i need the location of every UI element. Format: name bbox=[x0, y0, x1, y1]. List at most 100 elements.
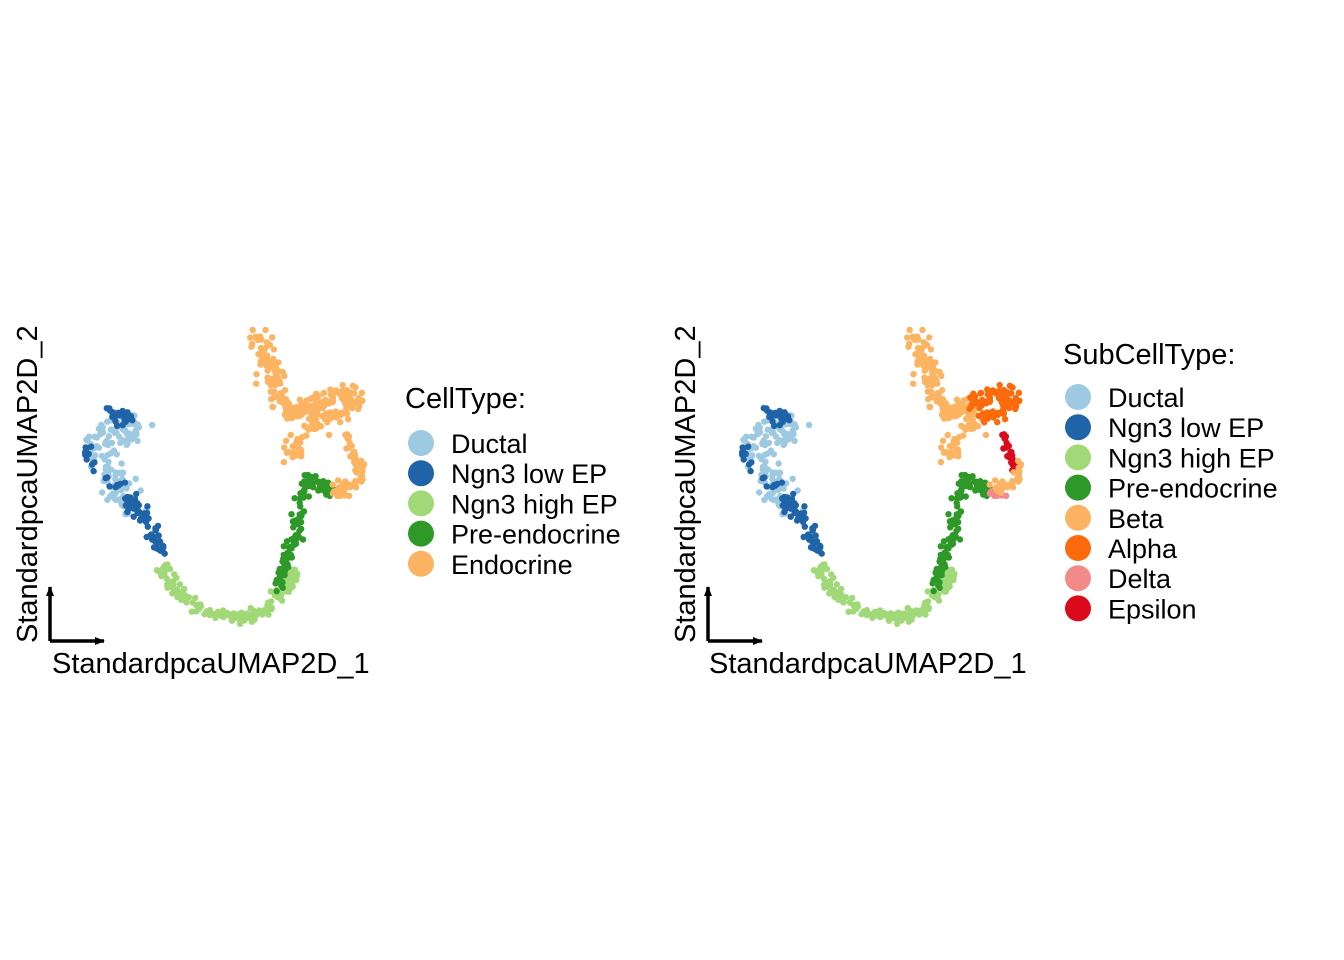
scatter-point bbox=[136, 508, 143, 516]
scatter-point bbox=[189, 599, 196, 606]
scatter-point bbox=[327, 391, 334, 398]
scatter-point bbox=[1016, 464, 1023, 471]
scatter-point bbox=[276, 565, 283, 573]
scatter-point bbox=[845, 608, 852, 615]
scatter-point bbox=[305, 493, 312, 500]
scatter-point bbox=[273, 587, 280, 595]
scatter-point bbox=[820, 575, 827, 582]
scatter-point bbox=[265, 363, 272, 370]
scatter-point bbox=[792, 424, 800, 431]
scatter-point bbox=[112, 489, 120, 497]
y-axis-label: StandardpcaUMAP2D_2 bbox=[670, 325, 702, 643]
scatter-point bbox=[823, 565, 831, 573]
scatter-point bbox=[910, 371, 917, 378]
scatter-point bbox=[206, 606, 213, 614]
scatter-point bbox=[90, 467, 97, 475]
scatter-point bbox=[982, 431, 990, 439]
scatter-point bbox=[276, 396, 283, 403]
scatter-point bbox=[759, 475, 766, 482]
scatter-point bbox=[275, 359, 282, 366]
scatter-point bbox=[914, 361, 921, 368]
scatter-point bbox=[159, 544, 167, 551]
scatter-point bbox=[933, 565, 940, 573]
scatter-point bbox=[273, 577, 280, 585]
scatter-point bbox=[947, 539, 955, 547]
scatter-point bbox=[161, 550, 168, 557]
scatter-point bbox=[997, 393, 1004, 400]
scatter-point bbox=[920, 352, 928, 359]
scatter-point bbox=[789, 475, 796, 482]
scatter-point bbox=[763, 483, 770, 490]
scatter-point bbox=[166, 580, 173, 587]
scatter-point bbox=[957, 508, 965, 515]
scatter-point bbox=[950, 574, 957, 582]
scatter-point bbox=[944, 431, 951, 439]
scatter-point bbox=[943, 403, 950, 410]
legend-swatch bbox=[408, 490, 434, 517]
scatter-point bbox=[265, 611, 272, 618]
scatter-point bbox=[956, 536, 964, 543]
x-axis-label: StandardpcaUMAP2D_1 bbox=[709, 648, 1027, 680]
scatter-point bbox=[87, 443, 95, 450]
scatter-point bbox=[344, 416, 352, 423]
scatter-point bbox=[761, 496, 768, 504]
legend-label: Endocrine bbox=[451, 550, 573, 580]
scatter-point bbox=[134, 437, 141, 445]
scatter-point bbox=[163, 575, 170, 582]
scatter-point bbox=[113, 451, 121, 458]
legend-swatch bbox=[1065, 565, 1091, 592]
scatter-point bbox=[294, 404, 302, 411]
scatter-point bbox=[801, 503, 808, 510]
scatter-point bbox=[979, 396, 986, 404]
scatter-point bbox=[104, 496, 111, 504]
scatter-point bbox=[91, 459, 98, 466]
scatter-point bbox=[830, 574, 837, 581]
scatter-point bbox=[285, 551, 292, 558]
scatter-point bbox=[349, 404, 356, 412]
scatter-point bbox=[977, 390, 984, 397]
scatter-point bbox=[309, 405, 316, 413]
scatter-point bbox=[269, 403, 277, 411]
scatter-point bbox=[948, 534, 955, 542]
scatter-point bbox=[951, 404, 959, 411]
scatter-point bbox=[930, 577, 937, 585]
legend-label: Ngn3 low EP bbox=[1108, 413, 1264, 443]
scatter-point bbox=[771, 422, 778, 429]
scatter-point bbox=[237, 610, 244, 617]
scatter-point bbox=[249, 616, 256, 623]
scatter-point bbox=[92, 452, 99, 459]
scatter-point bbox=[909, 334, 916, 342]
scatter-point bbox=[808, 534, 815, 541]
scatter-point bbox=[332, 408, 339, 415]
scatter-point bbox=[270, 346, 278, 353]
scatter-point bbox=[348, 399, 356, 406]
scatter-point bbox=[994, 418, 1001, 426]
scatter-point bbox=[144, 503, 151, 510]
scatter-point bbox=[195, 601, 202, 608]
scatter-point bbox=[762, 433, 770, 440]
scatter-point bbox=[960, 424, 967, 431]
scatter-point bbox=[280, 543, 287, 550]
scatter-point bbox=[135, 424, 143, 431]
scatter-point bbox=[303, 403, 310, 410]
scatter-point bbox=[794, 516, 801, 523]
scatter-point bbox=[787, 505, 794, 512]
scatter-point bbox=[173, 574, 180, 581]
scatter-point bbox=[915, 346, 923, 353]
legend-label: Ngn3 high EP bbox=[451, 489, 618, 519]
scatter-point bbox=[971, 478, 978, 485]
scatter-point bbox=[939, 437, 947, 444]
scatter-point bbox=[327, 409, 334, 416]
legend-label: Ngn3 high EP bbox=[1108, 443, 1275, 473]
scatter-point bbox=[1002, 393, 1009, 401]
scatter-point bbox=[922, 611, 929, 618]
legend-swatch bbox=[1065, 535, 1091, 561]
scatter-point bbox=[145, 515, 152, 522]
scatter-point bbox=[322, 396, 329, 404]
scatter-point bbox=[938, 387, 946, 394]
scatter-point bbox=[170, 588, 178, 596]
scatter-point bbox=[742, 433, 750, 440]
scatter-point bbox=[272, 381, 279, 389]
scatter-point bbox=[996, 381, 1003, 389]
legend-swatch bbox=[1065, 595, 1091, 622]
